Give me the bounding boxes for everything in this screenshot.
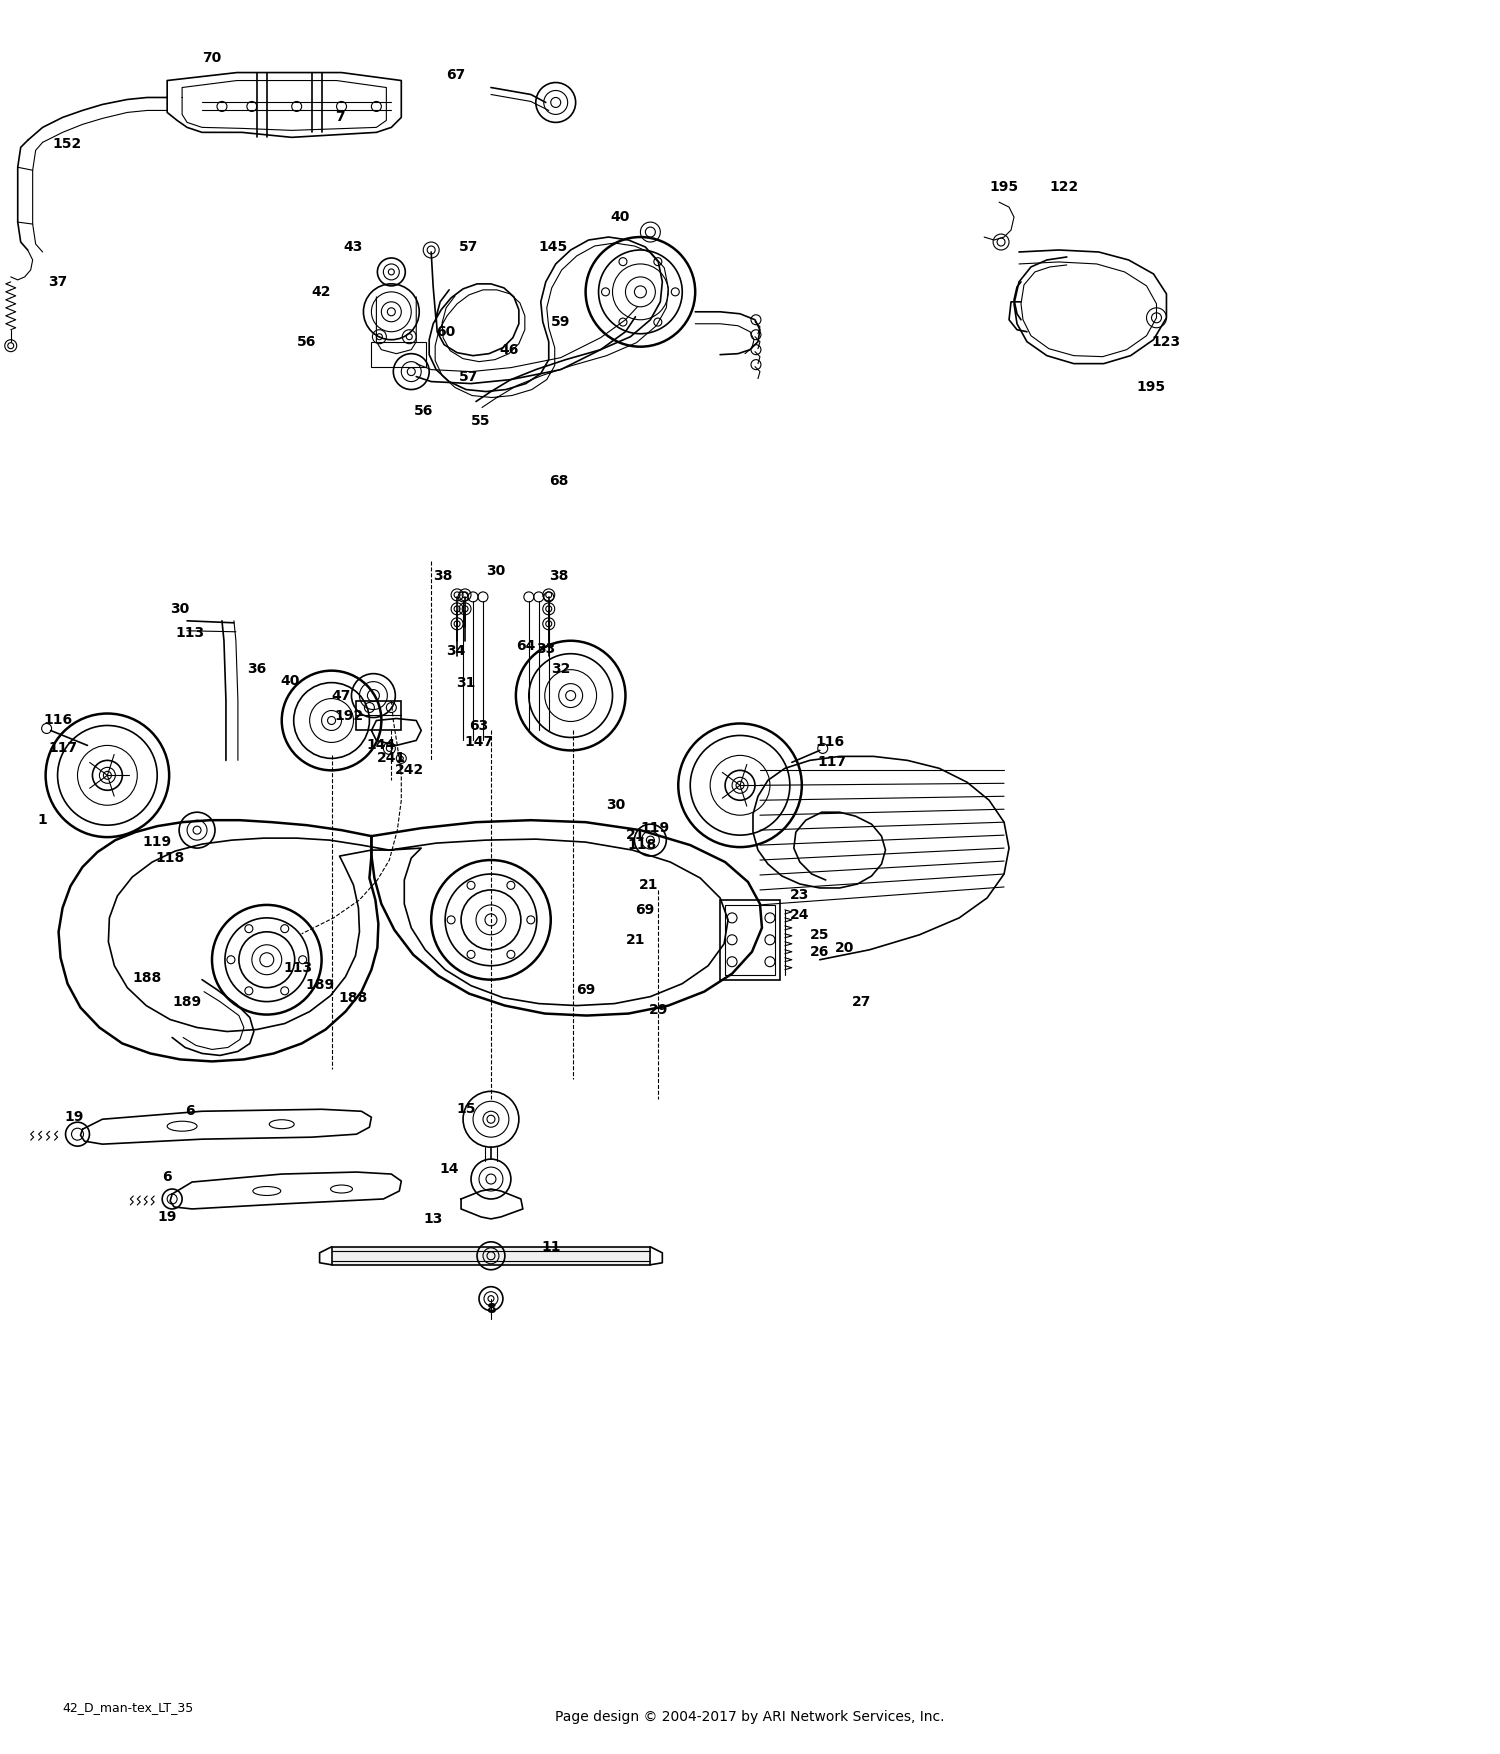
Text: Page design © 2004-2017 by ARI Network Services, Inc.: Page design © 2004-2017 by ARI Network S…: [555, 1710, 945, 1724]
Text: 8: 8: [486, 1301, 496, 1316]
Text: 113: 113: [176, 626, 204, 640]
Text: 38: 38: [433, 568, 453, 582]
Text: 42: 42: [312, 284, 332, 298]
Text: 40: 40: [610, 210, 630, 225]
Text: 56: 56: [297, 335, 316, 349]
Text: 14: 14: [440, 1163, 459, 1177]
Text: 152: 152: [53, 137, 82, 151]
Text: 34: 34: [447, 644, 466, 658]
Text: 30: 30: [486, 565, 506, 579]
Text: 69: 69: [576, 982, 596, 996]
Text: 30: 30: [606, 798, 625, 812]
Text: 116: 116: [44, 714, 72, 728]
Text: 30: 30: [171, 602, 189, 616]
Text: 55: 55: [471, 414, 490, 428]
Text: 122: 122: [1048, 181, 1078, 195]
Text: 57: 57: [459, 240, 478, 254]
Text: 19: 19: [158, 1210, 177, 1224]
Text: 188: 188: [339, 991, 368, 1005]
Text: 63: 63: [470, 719, 489, 733]
Text: 15: 15: [456, 1102, 476, 1116]
Text: 29: 29: [648, 1003, 668, 1017]
Text: 42_D_man-tex_LT_35: 42_D_man-tex_LT_35: [63, 1701, 194, 1714]
Text: 33: 33: [536, 642, 555, 656]
Bar: [372, 342, 426, 367]
Bar: [332, 1247, 651, 1265]
Text: 119: 119: [640, 821, 670, 835]
Text: 60: 60: [436, 324, 456, 339]
Text: 113: 113: [284, 961, 312, 975]
Text: 27: 27: [852, 995, 871, 1009]
Text: 6: 6: [186, 1105, 195, 1119]
Text: 13: 13: [423, 1212, 442, 1226]
Text: 23: 23: [790, 888, 810, 902]
Text: 117: 117: [48, 742, 76, 756]
Text: 189: 189: [172, 995, 201, 1009]
Text: 26: 26: [810, 945, 830, 959]
Text: 43: 43: [344, 240, 363, 254]
Text: 242: 242: [394, 763, 424, 777]
Text: 40: 40: [280, 674, 300, 688]
Text: 56: 56: [414, 405, 434, 419]
Text: 38: 38: [549, 568, 568, 582]
Text: 67: 67: [447, 68, 465, 81]
Text: 119: 119: [142, 835, 172, 849]
Bar: [724, 905, 776, 975]
Text: 192: 192: [334, 709, 364, 723]
Text: 59: 59: [550, 314, 570, 328]
Text: 6: 6: [162, 1170, 172, 1184]
Text: 57: 57: [459, 370, 478, 384]
Text: 47: 47: [332, 689, 351, 703]
Text: 118: 118: [156, 851, 184, 865]
Text: 25: 25: [810, 928, 830, 942]
Text: 117: 117: [818, 756, 846, 770]
Text: 195: 195: [1136, 379, 1166, 393]
Text: 188: 188: [132, 970, 162, 984]
Text: 32: 32: [550, 661, 570, 675]
Text: 64: 64: [516, 638, 536, 652]
Text: 11: 11: [542, 1240, 561, 1254]
Bar: [720, 900, 780, 980]
Text: 21: 21: [626, 828, 645, 842]
Text: 123: 123: [1152, 335, 1180, 349]
Text: 1: 1: [38, 814, 48, 828]
Text: 70: 70: [202, 51, 222, 65]
Text: 31: 31: [456, 675, 476, 689]
Text: 7: 7: [334, 111, 345, 125]
Text: 19: 19: [64, 1110, 84, 1124]
Text: 118: 118: [628, 838, 657, 852]
Text: 241: 241: [376, 751, 406, 765]
Text: 145: 145: [538, 240, 567, 254]
Text: 68: 68: [549, 474, 568, 488]
Text: 116: 116: [815, 735, 844, 749]
Text: 21: 21: [626, 933, 645, 947]
Text: 195: 195: [990, 181, 1018, 195]
Text: 37: 37: [48, 275, 68, 289]
Text: 20: 20: [836, 940, 855, 954]
Text: 144: 144: [366, 738, 396, 752]
Text: 189: 189: [304, 977, 334, 991]
Text: 46: 46: [500, 342, 519, 356]
Text: 147: 147: [465, 735, 494, 749]
Text: 36: 36: [248, 661, 267, 675]
Text: 21: 21: [639, 879, 658, 893]
Text: 69: 69: [634, 903, 654, 917]
Bar: [357, 700, 402, 730]
Text: 24: 24: [790, 909, 810, 923]
